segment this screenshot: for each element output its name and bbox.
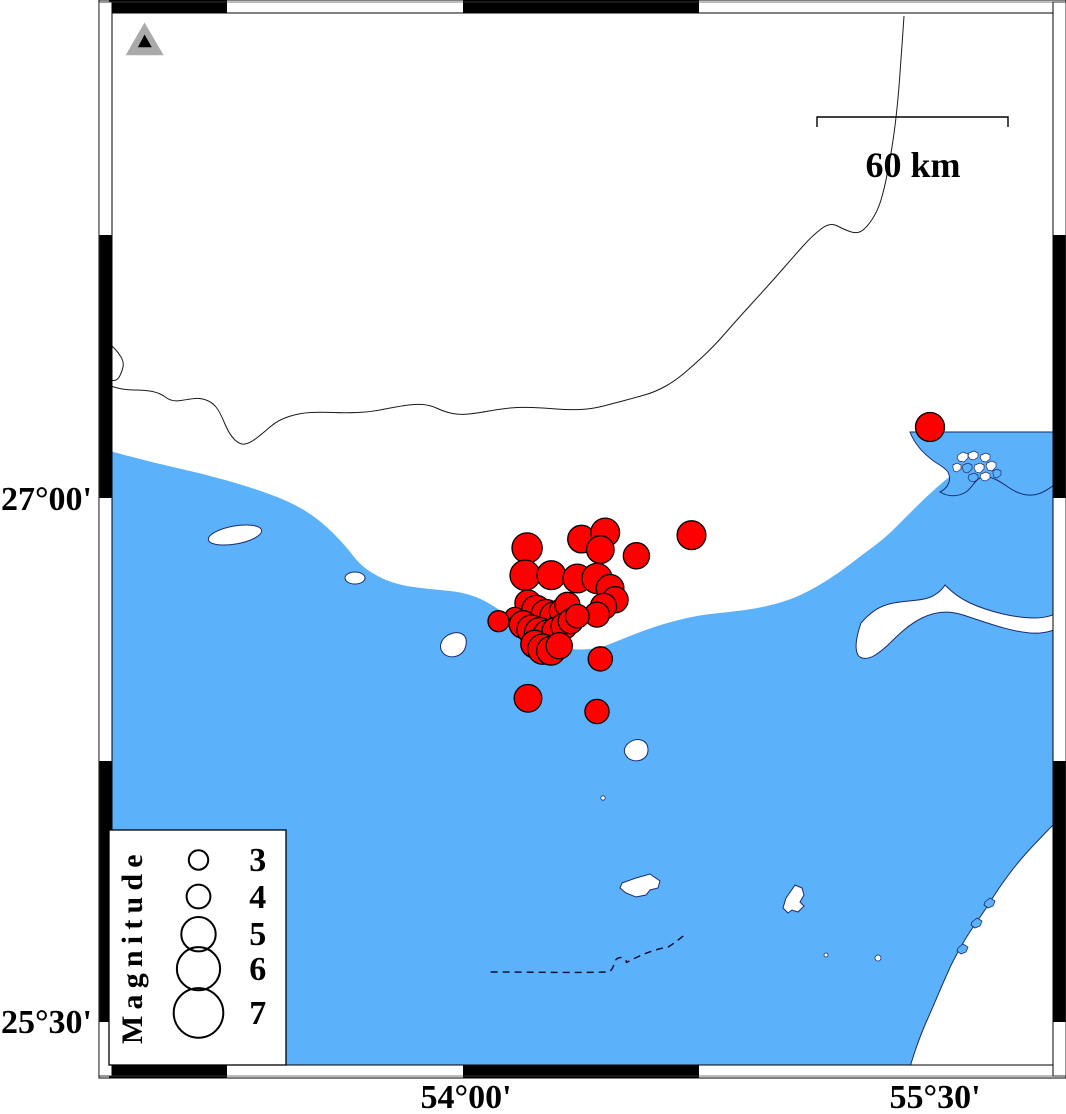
- svg-text:60 km: 60 km: [865, 145, 960, 185]
- svg-text:4: 4: [249, 879, 266, 916]
- svg-text:7: 7: [249, 995, 266, 1032]
- svg-text:6: 6: [249, 951, 266, 988]
- svg-text:Magnitude: Magnitude: [116, 848, 149, 1044]
- svg-text:5: 5: [249, 916, 266, 953]
- svg-text:55°30': 55°30': [889, 1079, 980, 1114]
- svg-text:25°30': 25°30': [1, 1004, 92, 1041]
- svg-text:27°00': 27°00': [1, 481, 92, 518]
- svg-text:3: 3: [249, 842, 266, 879]
- svg-text:54°00': 54°00': [420, 1079, 511, 1114]
